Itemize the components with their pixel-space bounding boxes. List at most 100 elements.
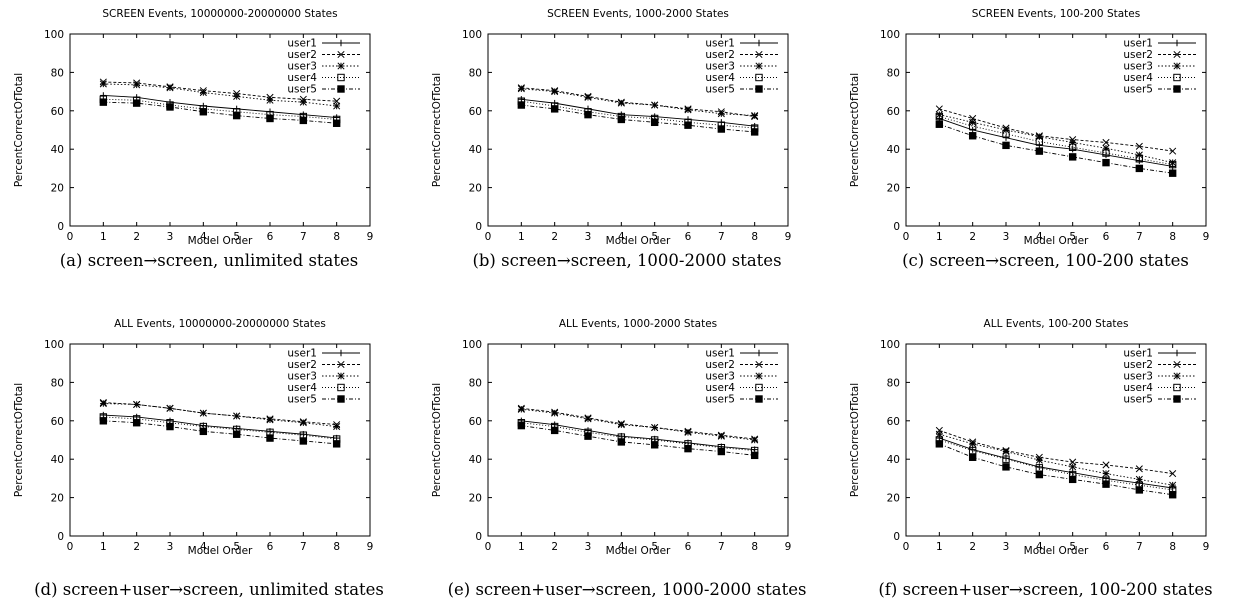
series-line: [939, 118, 1173, 167]
plot-frame: [69, 33, 371, 227]
line-chart-d: ALL Events, 10000000-20000000 States 0 1 2 3…: [13, 318, 373, 557]
x-axis-label: Model Order: [1024, 545, 1089, 557]
data-point: [717, 447, 726, 456]
data-point: [751, 112, 759, 120]
series-user5: [935, 120, 1177, 177]
data-point: [935, 105, 943, 113]
data-point: [332, 440, 341, 448]
legend-label: user2: [1123, 359, 1153, 371]
data-point: [333, 102, 341, 110]
legend-item: user3: [1123, 61, 1196, 73]
data-point: [684, 428, 692, 436]
x-tick-label: 5: [233, 541, 240, 553]
data-point: [166, 404, 174, 412]
x-tick-label: 7: [1136, 231, 1143, 243]
data-point: [199, 89, 207, 97]
x-tick-label: 4: [1036, 231, 1043, 243]
y-tick-label: 20: [51, 183, 64, 195]
legend-item: user1: [705, 38, 778, 50]
y-tick-label: 0: [57, 221, 64, 233]
data-point: [266, 434, 274, 442]
x-tick-label: 7: [300, 231, 307, 243]
data-point: [617, 421, 625, 429]
legend-label: user1: [1123, 38, 1153, 50]
legend-item: user3: [705, 371, 778, 383]
legend-item: user2: [287, 49, 360, 61]
data-point: [750, 451, 759, 460]
caption-b: (b) screen→screen, 1000-2000 states: [472, 251, 782, 270]
series-line: [521, 104, 755, 133]
line-chart-e: ALL Events, 1000-2000 States 0 1 2 3 4 5 6 7 8 9 0 2…: [431, 318, 791, 557]
data-point: [551, 409, 559, 417]
x-tick-label: 5: [651, 541, 658, 553]
plot-frame: [905, 33, 1207, 227]
data-point: [1102, 461, 1110, 469]
data-point: [1035, 137, 1044, 146]
series-line: [521, 425, 755, 456]
y-tick-label: 80: [469, 377, 482, 389]
data-point: [651, 423, 659, 432]
x-tick-label: 2: [133, 231, 140, 243]
data-point: [935, 120, 944, 128]
legend-item: user2: [287, 359, 360, 371]
plot-frame: [905, 343, 1207, 537]
data-point: [266, 416, 274, 424]
data-point: [1135, 155, 1144, 163]
legend-label: user3: [705, 61, 735, 73]
data-point: [684, 444, 692, 453]
legend-marker: [1173, 50, 1181, 59]
x-tick-label: 1: [518, 541, 525, 553]
data-point: [166, 103, 174, 111]
data-point: [1035, 456, 1043, 464]
x-tick-label: 2: [551, 231, 558, 243]
legend-label: user5: [1123, 394, 1153, 406]
legend-item: user4: [705, 72, 778, 84]
x-tick-label: 3: [585, 541, 592, 553]
series-line: [939, 437, 1173, 489]
legend-label: user4: [705, 382, 735, 394]
x-axis-label: Model Order: [188, 235, 253, 247]
data-point: [1168, 169, 1177, 177]
data-point: [1068, 153, 1077, 161]
x-tick-label: 2: [551, 541, 558, 553]
legend-label: user5: [287, 394, 317, 406]
plot-frame: [69, 343, 371, 537]
legend-label: user4: [705, 72, 735, 84]
legend-item: user2: [705, 359, 778, 371]
x-axis-label: Model Order: [188, 545, 253, 557]
data-point: [584, 110, 592, 119]
y-tick-label: 60: [51, 416, 64, 428]
data-point: [617, 99, 625, 107]
series-user1: [100, 411, 340, 442]
y-tick-label: 40: [887, 144, 900, 156]
data-point: [651, 101, 659, 109]
legend-item: user5: [287, 394, 360, 406]
series-user3: [517, 405, 759, 444]
x-tick-label: 1: [100, 541, 107, 553]
y-tick-label: 60: [51, 106, 64, 118]
x-tick-label: 5: [1069, 231, 1076, 243]
legend-label: user1: [287, 348, 317, 360]
legend-marker: [337, 372, 345, 380]
x-tick-label: 7: [1136, 541, 1143, 553]
x-tick-label: 5: [651, 231, 658, 243]
data-point: [1102, 158, 1110, 167]
data-point: [935, 440, 944, 448]
legend-marker: [755, 360, 763, 369]
legend-label: user3: [1123, 61, 1153, 73]
legend-item: user1: [1123, 38, 1196, 50]
y-tick-label: 80: [469, 67, 482, 79]
data-point: [1135, 142, 1143, 150]
x-tick-label: 7: [718, 231, 725, 243]
data-point: [1102, 480, 1110, 488]
legend-marker: [755, 383, 763, 392]
legend-label: user1: [705, 348, 735, 360]
series-line: [939, 429, 1173, 475]
data-point: [99, 417, 108, 425]
x-tick-label: 3: [1003, 541, 1010, 553]
series-user5: [517, 101, 759, 136]
x-tick-label: 6: [685, 231, 692, 243]
legend-marker: [1173, 73, 1181, 82]
y-tick-label: 40: [469, 454, 482, 466]
